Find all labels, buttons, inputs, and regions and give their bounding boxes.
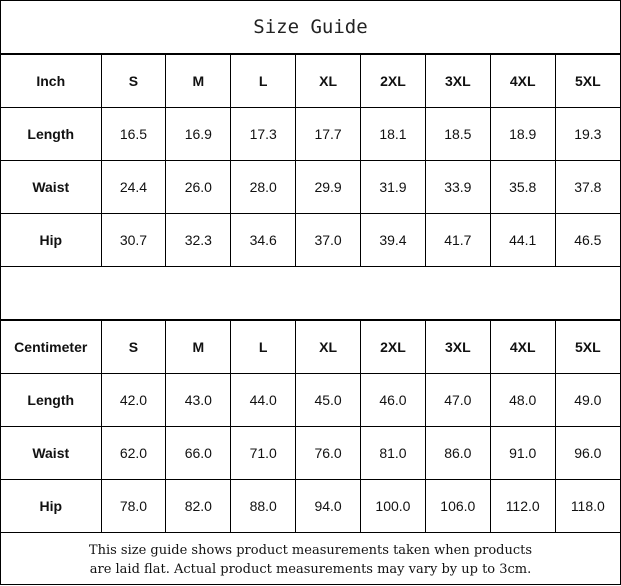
measurement-value: 19.3 <box>554 107 620 161</box>
measurement-value: 33.9 <box>424 160 491 214</box>
measurement-value: 96.0 <box>554 426 620 480</box>
table-row: Hip 30.7 32.3 34.6 37.0 39.4 41.7 44.1 46.5 <box>1 213 620 267</box>
measurement-value: 28.0 <box>230 160 297 214</box>
measurement-value: 41.7 <box>424 213 491 267</box>
measurement-value: 86.0 <box>424 426 491 480</box>
size-header: 5XL <box>554 54 620 108</box>
measurement-label: Length <box>1 107 102 161</box>
size-header: L <box>230 320 297 374</box>
measurement-value: 45.0 <box>295 373 361 427</box>
measurement-value: 37.8 <box>554 160 620 214</box>
measurement-value: 17.3 <box>230 107 297 161</box>
size-header: 4XL <box>489 54 556 108</box>
measurement-value: 76.0 <box>295 426 361 480</box>
table-row: Length 16.5 16.9 17.3 17.7 18.1 18.5 18.9 19.3 <box>1 107 620 161</box>
unit-label: Inch <box>1 54 102 108</box>
measurement-value: 18.1 <box>360 107 426 161</box>
measurement-value: 39.4 <box>360 213 426 267</box>
measurement-value: 18.5 <box>424 107 491 161</box>
size-header: S <box>100 320 167 374</box>
measurement-value: 106.0 <box>424 479 491 533</box>
measurement-value: 49.0 <box>554 373 620 427</box>
size-header: 3XL <box>424 320 491 374</box>
measurement-label: Length <box>1 373 102 427</box>
measurement-note: This size guide shows product measuremen… <box>1 533 620 586</box>
measurement-label: Waist <box>1 426 102 480</box>
table-row: Waist 24.4 26.0 28.0 29.9 31.9 33.9 35.8 37.8 <box>1 160 620 214</box>
unit-label: Centimeter <box>1 320 102 374</box>
size-header: 2XL <box>360 320 426 374</box>
measurement-value: 91.0 <box>489 426 556 480</box>
measurement-value: 100.0 <box>360 479 426 533</box>
measurement-value: 48.0 <box>489 373 556 427</box>
measurement-value: 34.6 <box>230 213 297 267</box>
measurement-label: Waist <box>1 160 102 214</box>
measurement-value: 35.8 <box>489 160 556 214</box>
size-header: S <box>100 54 167 108</box>
measurement-label: Hip <box>1 479 102 533</box>
measurement-value: 32.3 <box>165 213 232 267</box>
measurement-value: 82.0 <box>165 479 232 533</box>
measurement-value: 16.5 <box>100 107 167 161</box>
size-header: M <box>165 54 232 108</box>
measurement-value: 78.0 <box>100 479 167 533</box>
inch-table: Inch S M L XL 2XL 3XL 4XL 5XL Length 16.5 16.9 17.3 1… <box>1 54 620 267</box>
size-header: M <box>165 320 232 374</box>
measurement-value: 18.9 <box>489 107 556 161</box>
measurement-value: 81.0 <box>360 426 426 480</box>
note-line-2: are laid flat. Actual product measuremen… <box>89 561 532 577</box>
measurement-value: 42.0 <box>100 373 167 427</box>
measurement-value: 17.7 <box>295 107 361 161</box>
measurement-value: 88.0 <box>230 479 297 533</box>
page-title: Size Guide <box>1 1 620 54</box>
measurement-value: 94.0 <box>295 479 361 533</box>
size-header: 3XL <box>424 54 491 108</box>
table-row: Hip 78.0 82.0 88.0 94.0 100.0 106.0 112.0 118.0 <box>1 479 620 533</box>
table-spacer <box>1 267 620 320</box>
size-header: XL <box>295 320 361 374</box>
measurement-value: 29.9 <box>295 160 361 214</box>
measurement-value: 66.0 <box>165 426 232 480</box>
measurement-value: 46.0 <box>360 373 426 427</box>
header-row: Centimeter S M L XL 2XL 3XL 4XL 5XL <box>1 320 620 374</box>
centimeter-table: Centimeter S M L XL 2XL 3XL 4XL 5XL Length 42.0 43.… <box>1 320 620 533</box>
note-line-1: This size guide shows product measuremen… <box>88 542 533 558</box>
measurement-value: 44.0 <box>230 373 297 427</box>
measurement-value: 16.9 <box>165 107 232 161</box>
size-header: L <box>230 54 297 108</box>
table-row: Waist 62.0 66.0 71.0 76.0 81.0 86.0 91.0 96.0 <box>1 426 620 480</box>
header-row: Inch S M L XL 2XL 3XL 4XL 5XL <box>1 54 620 108</box>
measurement-value: 43.0 <box>165 373 232 427</box>
measurement-value: 118.0 <box>554 479 620 533</box>
measurement-value: 24.4 <box>100 160 167 214</box>
measurement-value: 71.0 <box>230 426 297 480</box>
size-header: 4XL <box>489 320 556 374</box>
size-header: XL <box>295 54 361 108</box>
table-row: Length 42.0 43.0 44.0 45.0 46.0 47.0 48.0 49.0 <box>1 373 620 427</box>
measurement-value: 62.0 <box>100 426 167 480</box>
measurement-value: 44.1 <box>489 213 556 267</box>
measurement-value: 37.0 <box>295 213 361 267</box>
measurement-value: 26.0 <box>165 160 232 214</box>
measurement-value: 112.0 <box>489 479 556 533</box>
measurement-label: Hip <box>1 213 102 267</box>
measurement-value: 31.9 <box>360 160 426 214</box>
size-header: 2XL <box>360 54 426 108</box>
measurement-value: 47.0 <box>424 373 491 427</box>
size-header: 5XL <box>554 320 620 374</box>
measurement-value: 30.7 <box>100 213 167 267</box>
measurement-value: 46.5 <box>554 213 620 267</box>
